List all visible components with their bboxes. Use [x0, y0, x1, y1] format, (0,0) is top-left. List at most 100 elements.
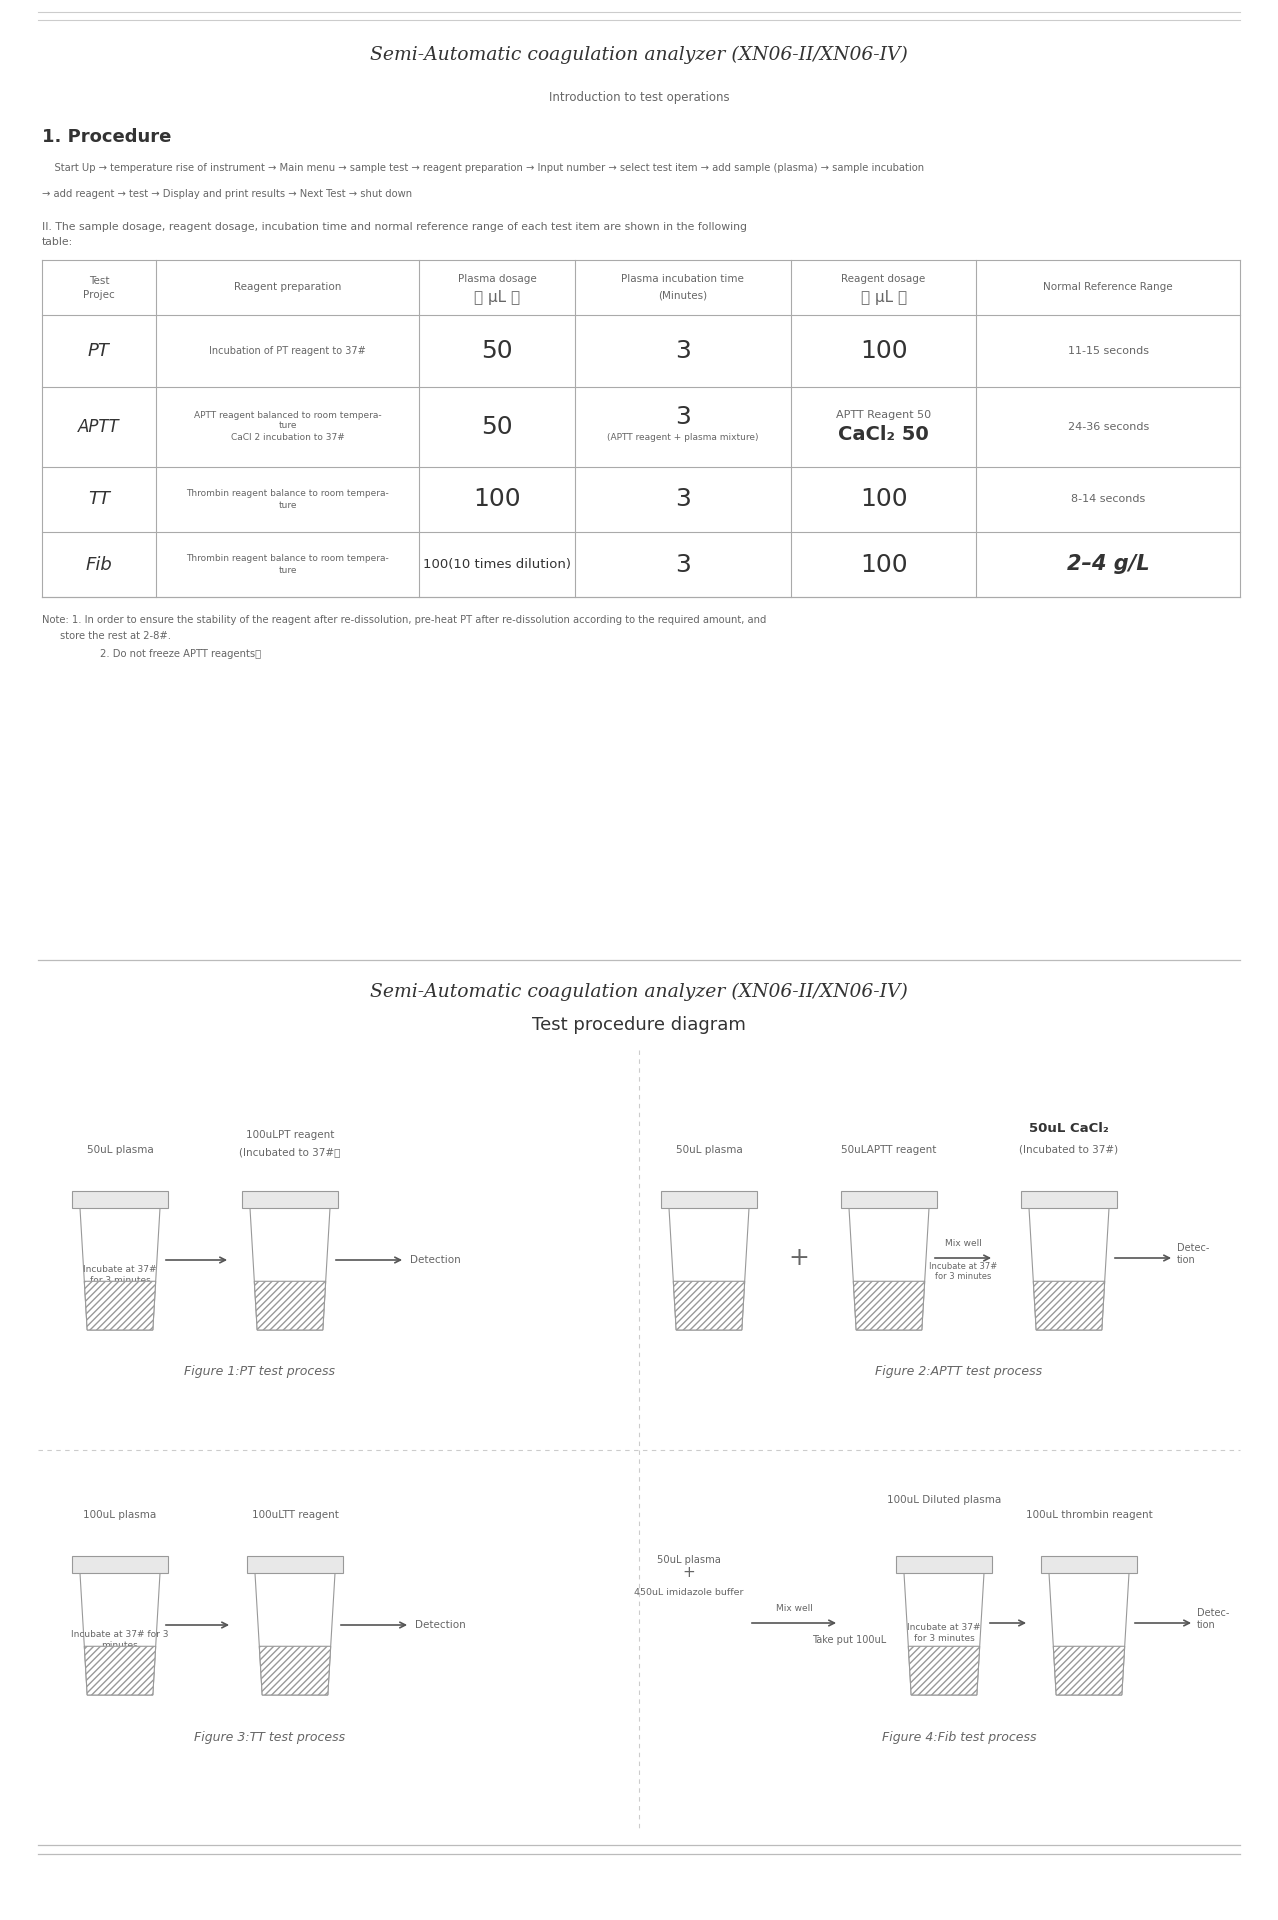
Polygon shape [84, 1281, 156, 1331]
Text: (APTT reagent + plasma mixture): (APTT reagent + plasma mixture) [607, 432, 759, 442]
Text: 50uL CaCl₂: 50uL CaCl₂ [1029, 1121, 1109, 1135]
Text: Detection: Detection [410, 1256, 461, 1265]
Text: （ μL ）: （ μL ） [474, 290, 520, 305]
Polygon shape [254, 1281, 326, 1331]
Text: ture: ture [279, 501, 296, 511]
Text: 100: 100 [473, 488, 521, 511]
Text: 3: 3 [675, 488, 691, 511]
Text: Figure 2:APTT test process: Figure 2:APTT test process [875, 1365, 1043, 1379]
Text: Figure 4:Fib test process: Figure 4:Fib test process [882, 1730, 1036, 1743]
Polygon shape [81, 1208, 160, 1331]
Text: 1. Procedure: 1. Procedure [42, 129, 171, 146]
Text: 450uL imidazole buffer: 450uL imidazole buffer [634, 1588, 744, 1597]
Text: Test: Test [88, 276, 109, 286]
Text: Incubate at 37# for 3
minutes: Incubate at 37# for 3 minutes [72, 1630, 169, 1649]
Text: (Incubated to 37#）: (Incubated to 37#） [239, 1146, 341, 1158]
Text: store the rest at 2-8#.: store the rest at 2-8#. [60, 632, 171, 641]
Text: Incubate at 37#
for 3 minutes: Incubate at 37# for 3 minutes [929, 1261, 997, 1281]
Text: 100: 100 [860, 340, 907, 363]
Polygon shape [668, 1208, 749, 1331]
Text: Detec-
tion: Detec- tion [1197, 1609, 1229, 1630]
Text: 100: 100 [860, 553, 907, 576]
Text: CaCl₂ 50: CaCl₂ 50 [838, 426, 929, 445]
Polygon shape [81, 1572, 160, 1695]
Text: Figure 1:PT test process: Figure 1:PT test process [184, 1365, 336, 1379]
Polygon shape [1053, 1645, 1125, 1695]
Polygon shape [854, 1281, 925, 1331]
Text: table:: table: [42, 236, 73, 248]
Polygon shape [242, 1190, 337, 1208]
Text: Thrombin reagent balance to room tempera-: Thrombin reagent balance to room tempera… [187, 555, 389, 563]
Text: 100uL Diluted plasma: 100uL Diluted plasma [887, 1496, 1001, 1505]
Text: APTT reagent balanced to room tempera-: APTT reagent balanced to room tempera- [194, 411, 381, 419]
Text: 50: 50 [482, 415, 512, 440]
Text: Projec: Projec [83, 290, 115, 301]
Text: +: + [682, 1565, 695, 1580]
Text: Semi-Automatic coagulation analyzer (XN06-II/XN06-IV): Semi-Automatic coagulation analyzer (XN0… [371, 983, 907, 1000]
Text: 100: 100 [860, 488, 907, 511]
Text: 100uL thrombin reagent: 100uL thrombin reagent [1026, 1509, 1153, 1521]
Text: 50uL plasma: 50uL plasma [657, 1555, 721, 1565]
Text: Mix well: Mix well [776, 1603, 813, 1613]
Polygon shape [1042, 1555, 1137, 1572]
Text: 100uLTT reagent: 100uLTT reagent [252, 1509, 339, 1521]
Polygon shape [896, 1555, 992, 1572]
Text: APTT Reagent 50: APTT Reagent 50 [836, 411, 932, 420]
Polygon shape [72, 1190, 167, 1208]
Text: Semi-Automatic coagulation analyzer (XN06-II/XN06-IV): Semi-Automatic coagulation analyzer (XN0… [371, 46, 907, 63]
Polygon shape [1034, 1281, 1104, 1331]
Text: Detection: Detection [415, 1620, 465, 1630]
Text: Test procedure diagram: Test procedure diagram [532, 1016, 746, 1035]
Polygon shape [674, 1281, 745, 1331]
Polygon shape [841, 1190, 937, 1208]
Text: 11-15 seconds: 11-15 seconds [1067, 346, 1149, 355]
Text: Note: 1. In order to ensure the stability of the reagent after re-dissolution, p: Note: 1. In order to ensure the stabilit… [42, 614, 767, 626]
Polygon shape [247, 1555, 343, 1572]
Text: Take put 100uL: Take put 100uL [812, 1636, 886, 1645]
Text: 8-14 seconds: 8-14 seconds [1071, 495, 1145, 505]
Text: ture: ture [279, 420, 296, 430]
Polygon shape [904, 1572, 984, 1695]
Text: PT: PT [88, 342, 110, 361]
Text: 50: 50 [482, 340, 512, 363]
Text: Start Up → temperature rise of instrument → Main menu → sample test → reagent pr: Start Up → temperature rise of instrumen… [42, 163, 924, 173]
Text: Plasma incubation time: Plasma incubation time [621, 275, 744, 284]
Text: 3: 3 [675, 405, 691, 428]
Text: (Incubated to 37#): (Incubated to 37#) [1020, 1144, 1118, 1156]
Text: Reagent dosage: Reagent dosage [841, 275, 925, 284]
Polygon shape [1029, 1208, 1109, 1331]
Text: Thrombin reagent balance to room tempera-: Thrombin reagent balance to room tempera… [187, 490, 389, 497]
Polygon shape [661, 1190, 757, 1208]
Text: 2. Do not freeze APTT reagents！: 2. Do not freeze APTT reagents！ [100, 649, 261, 659]
Text: Introduction to test operations: Introduction to test operations [548, 92, 730, 104]
Text: 3: 3 [675, 553, 691, 576]
Text: Figure 3:TT test process: Figure 3:TT test process [194, 1730, 345, 1743]
Polygon shape [1049, 1572, 1128, 1695]
Text: APTT: APTT [78, 419, 120, 436]
Polygon shape [1021, 1190, 1117, 1208]
Polygon shape [256, 1572, 335, 1695]
Text: CaCl 2 incubation to 37#: CaCl 2 incubation to 37# [231, 432, 345, 442]
Polygon shape [849, 1208, 929, 1331]
Text: TT: TT [88, 490, 110, 509]
Text: 24-36 seconds: 24-36 seconds [1067, 422, 1149, 432]
Text: 100uLPT reagent: 100uLPT reagent [245, 1131, 334, 1140]
Text: (Minutes): (Minutes) [658, 290, 708, 301]
Text: Incubate at 37#
for 3 minutes: Incubate at 37# for 3 minutes [83, 1265, 157, 1284]
Text: +: + [789, 1246, 809, 1269]
Text: II. The sample dosage, reagent dosage, incubation time and normal reference rang: II. The sample dosage, reagent dosage, i… [42, 223, 748, 232]
Text: Mix well: Mix well [944, 1238, 982, 1248]
Text: 50uLAPTT reagent: 50uLAPTT reagent [841, 1144, 937, 1156]
Text: Incubation of PT reagent to 37#: Incubation of PT reagent to 37# [210, 346, 366, 355]
Text: Detec-
tion: Detec- tion [1177, 1244, 1209, 1265]
Text: Plasma dosage: Plasma dosage [458, 275, 537, 284]
Text: ture: ture [279, 566, 296, 574]
Text: 100(10 times dilution): 100(10 times dilution) [423, 559, 571, 570]
Text: 3: 3 [675, 340, 691, 363]
Text: 50uL plasma: 50uL plasma [87, 1144, 153, 1156]
Polygon shape [72, 1555, 167, 1572]
Text: 100uL plasma: 100uL plasma [83, 1509, 157, 1521]
Text: → add reagent → test → Display and print results → Next Test → shut down: → add reagent → test → Display and print… [42, 188, 412, 200]
Text: Normal Reference Range: Normal Reference Range [1043, 282, 1173, 292]
Text: Fib: Fib [86, 555, 112, 574]
